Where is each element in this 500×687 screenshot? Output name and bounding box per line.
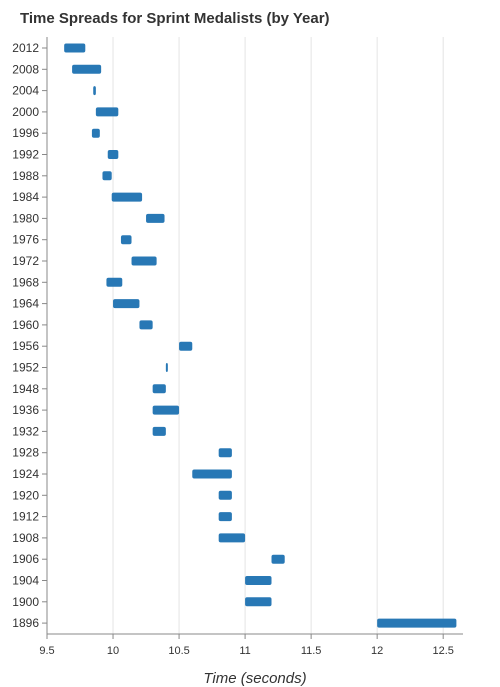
- range-bar-2008: [72, 64, 102, 74]
- range-bar-1980: [146, 213, 165, 223]
- range-bar-1948: [152, 384, 166, 394]
- y-tick-label: 1932: [12, 424, 39, 438]
- range-bar-1904: [245, 576, 272, 585]
- y-tick-label: 1912: [12, 510, 39, 524]
- x-tick-label: 9.5: [39, 645, 54, 657]
- y-tick-label: 1908: [12, 531, 39, 545]
- gridlines: [46, 37, 444, 634]
- x-tick-label: 11.5: [301, 645, 322, 657]
- y-tick-label: 1968: [12, 275, 39, 289]
- y-tick-label: 1948: [12, 382, 39, 396]
- y-tick-label: 1992: [12, 148, 39, 162]
- range-bar-1984: [111, 192, 143, 202]
- bars: [64, 43, 457, 628]
- range-bar-2004: [93, 86, 96, 96]
- range-bar-1952: [165, 363, 168, 372]
- range-bar-1932: [152, 426, 166, 436]
- y-tick-label: 1928: [12, 446, 39, 460]
- range-bar-1928: [218, 448, 232, 458]
- chart-title: Time Spreads for Sprint Medalists (by Ye…: [20, 10, 330, 27]
- y-tick-label: 1964: [12, 297, 39, 311]
- x-axis-title: Time (seconds): [203, 670, 306, 687]
- x-tick-label: 10.5: [168, 645, 189, 657]
- y-tick-label: 1956: [12, 339, 39, 353]
- y-tick-label: 2008: [12, 62, 39, 76]
- range-bar-1968: [106, 277, 123, 287]
- range-bar-1908: [218, 533, 246, 543]
- y-tick-label: 1972: [12, 254, 39, 268]
- x-tick-label: 12.5: [432, 645, 453, 657]
- y-tick-label: 1976: [12, 233, 39, 247]
- y-tick-label: 1996: [12, 126, 39, 140]
- y-tick-label: 1952: [12, 361, 39, 375]
- axes: 9.5 10 10.5 11 11.5 12 12.5 2012 2008 2004 2000 199…: [12, 37, 463, 657]
- range-bar-1996: [91, 128, 100, 138]
- y-tick-label: 1980: [12, 211, 39, 225]
- range-bar-1964: [113, 299, 140, 309]
- y-tick-label: 1920: [12, 488, 39, 502]
- y-tick-label: 1896: [12, 616, 39, 630]
- x-tick-label: 12: [371, 645, 383, 657]
- range-bar-1976: [120, 235, 132, 245]
- y-tick-label: 1984: [12, 190, 39, 204]
- range-bar-2000: [95, 107, 119, 117]
- range-bar-1920: [218, 490, 232, 500]
- range-bar-1992: [107, 150, 119, 159]
- y-tick-label: 1936: [12, 403, 39, 417]
- x-tick-label: 10: [107, 645, 119, 657]
- range-bar-1896: [377, 618, 457, 628]
- x-tick-label: 11: [239, 645, 250, 657]
- range-bar-2012: [64, 43, 86, 53]
- range-bar-1900: [245, 597, 272, 607]
- range-bar-1956: [179, 341, 193, 351]
- range-bar-1960: [139, 320, 153, 330]
- range-bar-1912: [218, 512, 232, 522]
- y-tick-label: 2000: [12, 105, 39, 119]
- y-tick-label: 1900: [12, 595, 39, 609]
- range-bar-1972: [131, 256, 157, 266]
- range-bar-1906: [271, 554, 285, 564]
- y-tick-label: 1924: [12, 467, 39, 481]
- y-tick-label: 1960: [12, 318, 39, 332]
- range-bar-1936: [152, 405, 180, 415]
- range-bar-1924: [192, 469, 232, 479]
- y-tick-label: 1906: [12, 552, 39, 566]
- y-tick-label: 2004: [12, 84, 39, 98]
- y-tick-label: 1988: [12, 169, 39, 183]
- range-bar-1988: [102, 171, 112, 181]
- y-tick-label: 1904: [12, 574, 39, 588]
- y-tick-label: 2012: [12, 41, 39, 55]
